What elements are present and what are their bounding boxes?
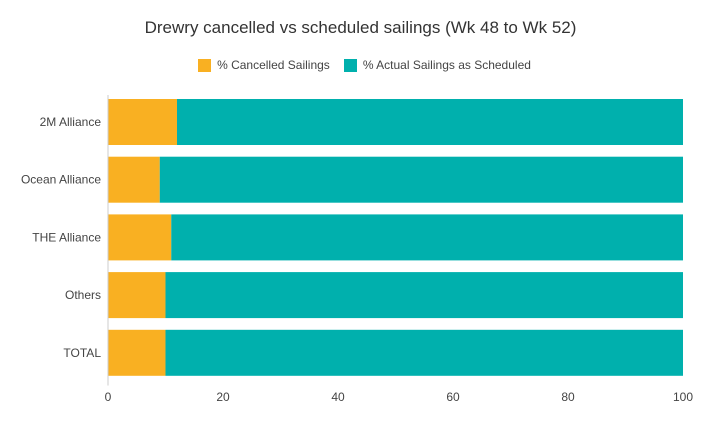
bar-actual-4 bbox=[165, 329, 683, 376]
bar-actual-1 bbox=[159, 156, 683, 203]
bar-actual-3 bbox=[165, 272, 683, 319]
bar-cancelled-1 bbox=[108, 156, 160, 203]
bar-cancelled-3 bbox=[108, 272, 166, 319]
bar-actual-2 bbox=[171, 214, 683, 261]
legend-swatch-actual bbox=[343, 58, 357, 72]
bar-cancelled-4 bbox=[108, 329, 166, 376]
legend-item-cancelled[interactable]: % Cancelled Sailings bbox=[198, 58, 330, 72]
legend-label-actual: % Actual Sailings as Scheduled bbox=[362, 58, 531, 72]
legend: % Cancelled Sailings % Actual Sailings a… bbox=[0, 58, 709, 72]
chart-title: Drewry cancelled vs scheduled sailings (… bbox=[144, 18, 577, 37]
x-tick-label: 20 bbox=[216, 390, 230, 404]
y-tick-label: TOTAL bbox=[63, 346, 101, 360]
x-tick-label: 80 bbox=[561, 390, 575, 404]
x-tick-label: 100 bbox=[673, 390, 693, 404]
legend-label-cancelled: % Cancelled Sailings bbox=[217, 58, 330, 72]
legend-swatch-cancelled bbox=[198, 58, 212, 72]
legend-item-actual[interactable]: % Actual Sailings as Scheduled bbox=[343, 58, 531, 72]
x-tick-label: 40 bbox=[331, 390, 345, 404]
bar-actual-0 bbox=[177, 99, 683, 145]
x-tick-label: 60 bbox=[446, 390, 460, 404]
bar-cancelled-2 bbox=[108, 214, 172, 261]
x-tick-label: 0 bbox=[105, 390, 112, 404]
y-tick-label: Ocean Alliance bbox=[21, 173, 101, 187]
y-tick-label: 2M Alliance bbox=[40, 115, 102, 129]
bar-cancelled-0 bbox=[108, 99, 177, 145]
y-tick-label: THE Alliance bbox=[32, 230, 101, 244]
y-tick-label: Others bbox=[65, 288, 101, 302]
